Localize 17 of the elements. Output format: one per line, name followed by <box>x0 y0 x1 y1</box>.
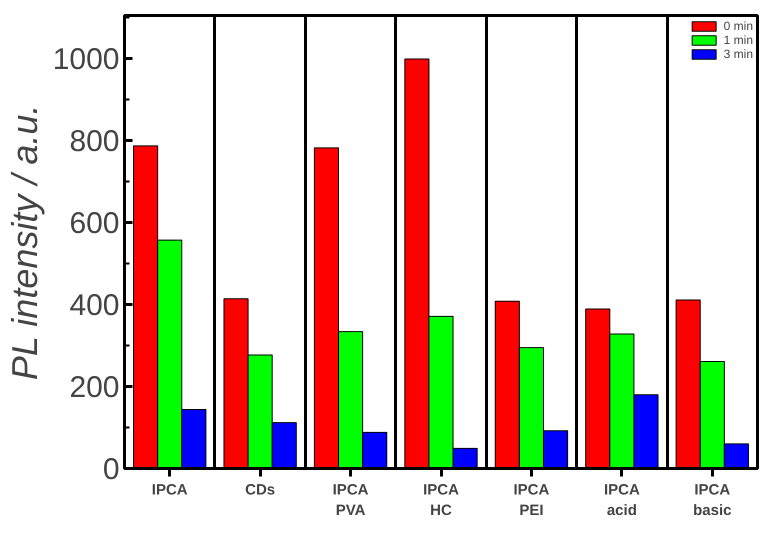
legend-label: 1 min <box>724 33 753 47</box>
x-tick-label: IPCA PEI <box>514 482 550 519</box>
y-tick-label: 800 <box>69 125 120 158</box>
x-tick-label: IPCA <box>152 482 188 498</box>
legend-label: 0 min <box>724 19 753 33</box>
y-tick-label: 200 <box>69 371 120 404</box>
x-tick-label: IPCA HC <box>423 482 460 519</box>
y-tick-label: 1000 <box>52 43 120 76</box>
x-tick-label: IPCA PVA <box>332 482 369 519</box>
x-tick-label: CDs <box>245 482 276 498</box>
y-tick-label: 400 <box>69 289 120 322</box>
y-tick-label: 0 <box>102 453 120 486</box>
x-tick-label: IPCA basic <box>693 482 732 519</box>
y-axis-title: PL intensity / a.u. <box>4 104 45 380</box>
x-tick-label: IPCA acid <box>604 482 640 519</box>
legend-label: 3 min <box>724 47 753 61</box>
y-tick-label: 600 <box>69 207 120 240</box>
